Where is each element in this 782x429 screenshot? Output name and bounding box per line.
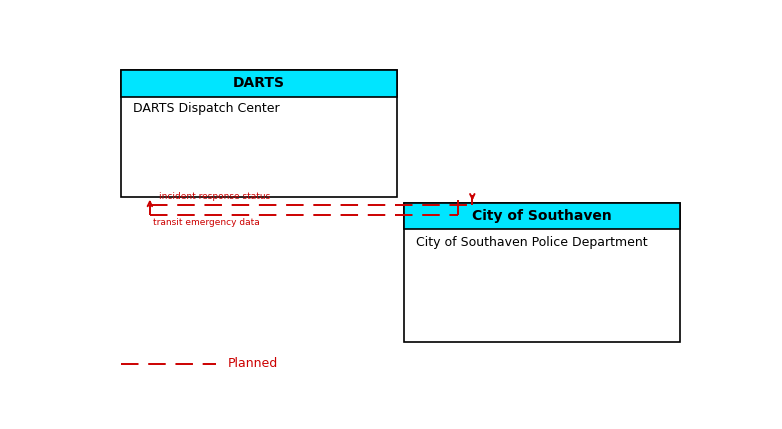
Text: DARTS: DARTS (233, 76, 285, 91)
Bar (120, 69, 396, 97)
Text: Planned: Planned (228, 357, 278, 370)
Text: incident response status: incident response status (159, 192, 271, 201)
Bar (120, 69, 396, 197)
Text: transit emergency data: transit emergency data (153, 218, 260, 227)
Bar (404, 203, 680, 229)
Text: DARTS Dispatch Center: DARTS Dispatch Center (133, 103, 279, 115)
Text: City of Southaven Police Department: City of Southaven Police Department (416, 236, 647, 249)
Bar (404, 203, 680, 342)
Text: City of Southaven: City of Southaven (472, 209, 612, 223)
